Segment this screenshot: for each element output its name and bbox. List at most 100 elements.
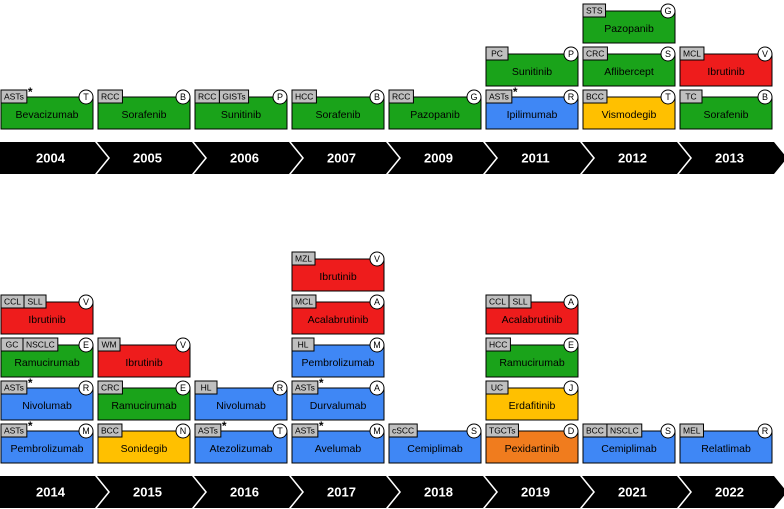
year-label: 2018 xyxy=(424,484,453,499)
letter-label: T xyxy=(277,426,283,436)
letter-badge xyxy=(466,423,482,439)
year-arrow xyxy=(388,476,496,508)
indication-label: ASTs xyxy=(295,425,315,435)
year-label: 2022 xyxy=(715,484,744,499)
indication-label: HL xyxy=(298,339,309,349)
indication-label: PC xyxy=(491,48,503,58)
letter-badge xyxy=(272,380,288,396)
drug-name: Bevacizumab xyxy=(15,109,78,121)
letter-label: T xyxy=(665,92,671,102)
indication-label: TC xyxy=(685,91,696,101)
indication-tag xyxy=(291,380,319,395)
letter-label: M xyxy=(82,426,90,436)
indication-tag xyxy=(23,294,47,309)
letter-badge xyxy=(563,89,579,105)
letter-label: D xyxy=(568,426,575,436)
year-label: 2014 xyxy=(36,484,66,499)
drug-name: Sonidegib xyxy=(121,443,168,455)
letter-badge xyxy=(563,380,579,396)
indication-label: UC xyxy=(491,382,503,392)
year-arrow xyxy=(194,142,302,174)
year-label: 2005 xyxy=(133,150,162,165)
indication-tag xyxy=(194,423,222,438)
letter-label: R xyxy=(568,92,575,102)
letter-badge xyxy=(660,423,676,439)
drug-name: Relatlimab xyxy=(701,443,751,455)
indication-label: NSCLC xyxy=(610,425,639,435)
indication-label: ASTs xyxy=(4,425,24,435)
year-arrow xyxy=(679,142,784,174)
letter-label: V xyxy=(83,297,89,307)
letter-label: A xyxy=(374,383,380,393)
letter-badge xyxy=(369,380,385,396)
year-arrow xyxy=(582,476,690,508)
indication-label: ASTs xyxy=(198,425,218,435)
indication-tag xyxy=(0,380,28,395)
letter-badge xyxy=(175,337,191,353)
indication-label: CCL xyxy=(4,296,21,306)
year-arrow xyxy=(97,476,205,508)
letter-badge xyxy=(466,89,482,105)
indication-tag xyxy=(97,380,123,395)
letter-badge xyxy=(369,294,385,310)
drug-name: Pembrolizumab xyxy=(302,357,375,369)
drug-name: Avelumab xyxy=(315,443,362,455)
drug-name: Ipilimumab xyxy=(507,109,558,121)
drug-name: Nivolumab xyxy=(22,400,72,412)
year-arrow xyxy=(97,142,205,174)
note-mark: * xyxy=(28,85,33,99)
letter-badge xyxy=(78,294,94,310)
indication-tag xyxy=(679,89,703,104)
indication-tag xyxy=(508,294,532,309)
year-arrow xyxy=(291,476,399,508)
drug-name: Acalabrutinib xyxy=(308,314,369,326)
indication-label: RCC xyxy=(198,91,216,101)
year-label: 2016 xyxy=(230,484,259,499)
indication-label: MEL xyxy=(683,425,701,435)
drug-name: Sorafenib xyxy=(704,109,749,121)
year-arrow xyxy=(485,142,593,174)
letter-label: M xyxy=(373,426,381,436)
year-label: 2019 xyxy=(521,484,550,499)
letter-label: E xyxy=(568,340,574,350)
drug-name: Sorafenib xyxy=(316,109,361,121)
year-arrow xyxy=(582,142,690,174)
indication-tag xyxy=(218,89,250,104)
drug-name: Cemiplimab xyxy=(601,443,657,455)
indication-tag xyxy=(485,337,511,352)
drug-name: Erdafitinib xyxy=(509,400,556,412)
letter-badge xyxy=(660,3,676,19)
drug-name: Ibrutinib xyxy=(707,66,745,78)
indication-label: ASTs xyxy=(4,382,24,392)
note-mark: * xyxy=(222,419,227,433)
letter-label: P xyxy=(277,92,283,102)
indication-tag xyxy=(291,337,315,352)
letter-label: B xyxy=(762,92,768,102)
indication-label: cSCC xyxy=(392,425,414,435)
year-arrow xyxy=(0,142,108,174)
letter-label: T xyxy=(83,92,89,102)
indication-tag xyxy=(97,337,121,352)
year-arrow xyxy=(388,142,496,174)
indication-label: MZL xyxy=(295,253,312,263)
indication-tag xyxy=(679,423,704,438)
indication-label: WM xyxy=(101,339,116,349)
indication-label: BCC xyxy=(101,425,119,435)
letter-label: B xyxy=(374,92,380,102)
drug-name: Pazopanib xyxy=(410,109,460,121)
letter-label: G xyxy=(664,6,671,16)
letter-badge xyxy=(272,423,288,439)
letter-badge xyxy=(175,89,191,105)
letter-badge xyxy=(563,423,579,439)
indication-tag xyxy=(485,89,513,104)
year-label: 2015 xyxy=(133,484,162,499)
drug-name: Ibrutinib xyxy=(319,271,357,283)
indication-tag xyxy=(194,380,218,395)
letter-badge xyxy=(369,337,385,353)
indication-label: GISTs xyxy=(222,91,245,101)
drug-name: Ramucirumab xyxy=(14,357,80,369)
indication-label: CRC xyxy=(101,382,119,392)
letter-badge xyxy=(78,337,94,353)
indication-tag xyxy=(0,423,28,438)
indication-label: TGCTs xyxy=(489,425,515,435)
